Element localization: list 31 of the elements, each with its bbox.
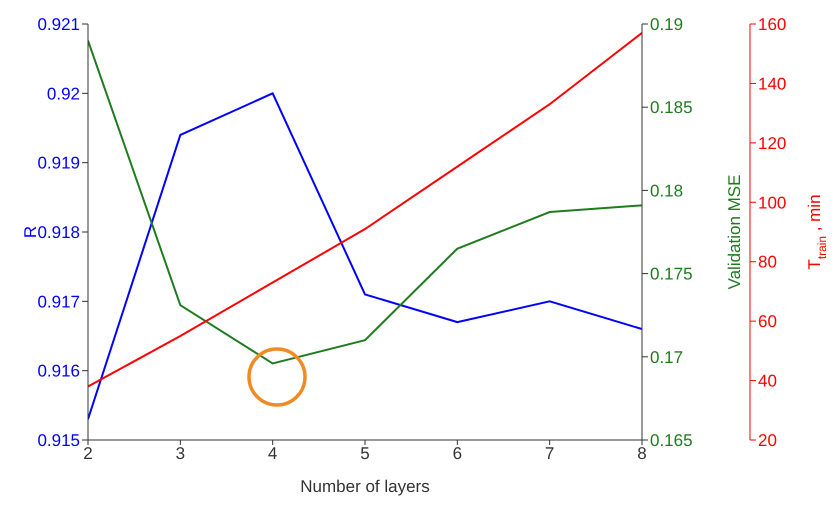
y3-tick-label: 100	[758, 193, 786, 212]
x-tick-label: 3	[176, 444, 186, 464]
x-tick-label: 7	[544, 444, 554, 464]
x-tick-label: 2	[83, 444, 93, 464]
y-tick-label: 0.917	[37, 292, 80, 312]
y3-tick-label: 140	[758, 74, 786, 94]
y-tick-label: 0.92	[46, 84, 80, 104]
y2-tick-label: 0.185	[650, 98, 693, 118]
y3-tick-label: 120	[758, 134, 786, 153]
x-tick-label: 4	[268, 444, 278, 464]
y-tick-label: 0.921	[37, 15, 80, 34]
y2-tick-label: 0.175	[650, 264, 693, 284]
x-tick-label: 5	[360, 444, 370, 464]
y3-tick-label: 40	[758, 372, 777, 391]
y3-tick-label: 60	[758, 312, 777, 332]
x-axis-title: Number of layers	[300, 477, 430, 496]
y2-axis-title: Validation MSE	[725, 174, 744, 290]
y2-tick-label: 0.18	[650, 181, 684, 200]
y-tick-label: 0.918	[37, 223, 80, 242]
line-series	[88, 92, 642, 420]
y2-tick-label: 0.165	[650, 431, 693, 450]
y3-tick-label: 160	[758, 15, 786, 34]
x-tick-label: 6	[452, 444, 462, 464]
y3-tick-label: 20	[758, 431, 777, 450]
x-tick-label: 8	[637, 444, 647, 464]
y-tick-label: 0.916	[37, 362, 80, 381]
y-tick-label: 0.915	[37, 431, 80, 450]
y2-tick-label: 0.19	[650, 15, 684, 34]
y2-tick-label: 0.17	[650, 348, 684, 367]
y-tick-label: 0.919	[37, 154, 80, 173]
y3-tick-label: 80	[758, 252, 777, 272]
